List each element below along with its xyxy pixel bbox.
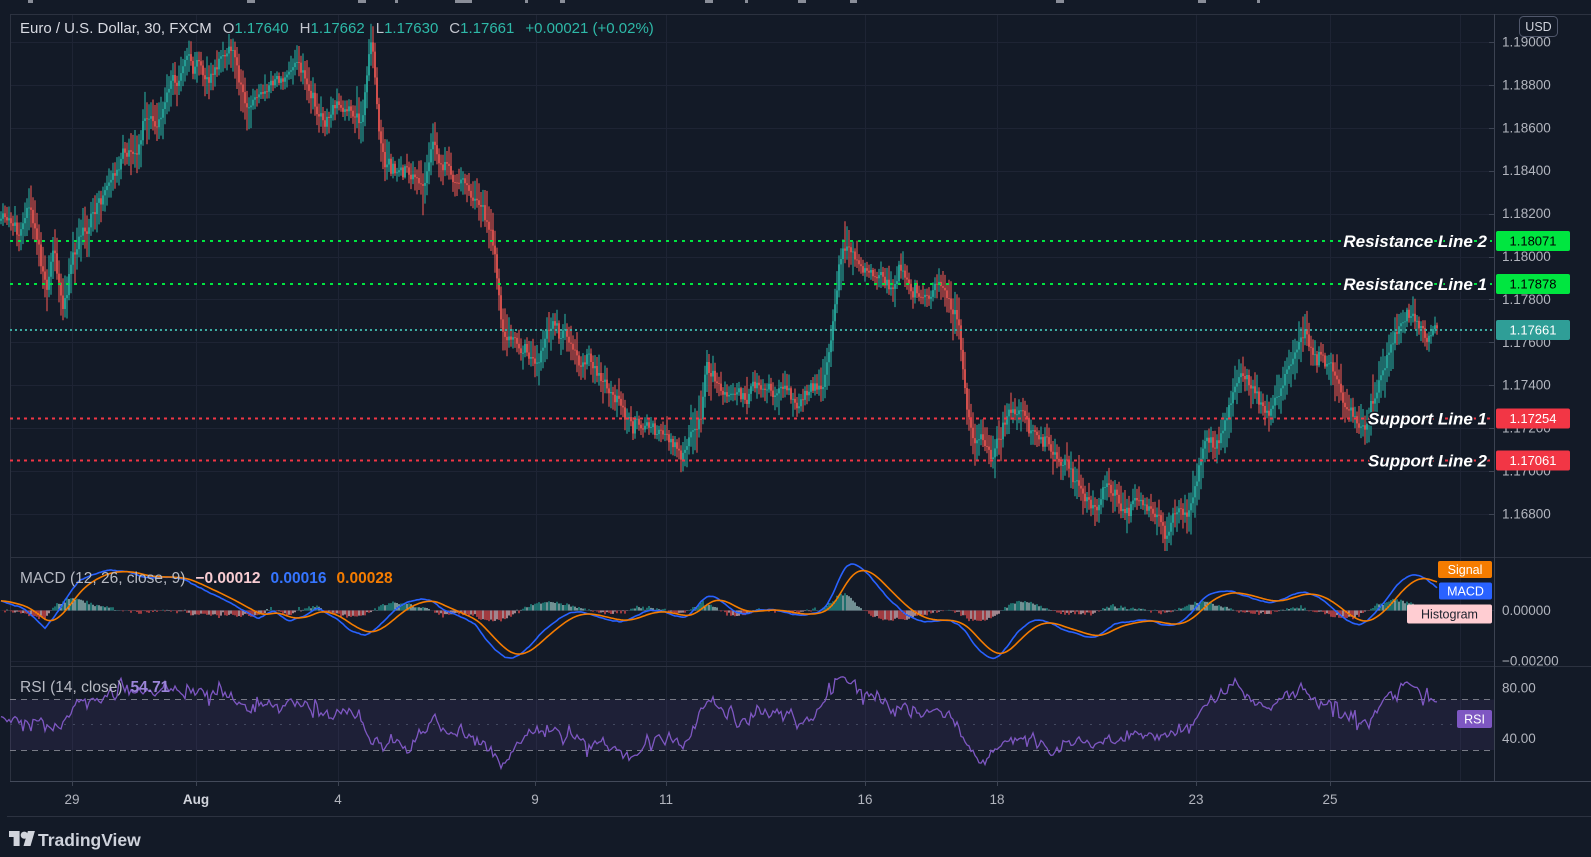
svg-text:0.00000: 0.00000 [1502, 603, 1551, 618]
svg-text:−0.00200: −0.00200 [1502, 654, 1559, 669]
svg-text:Resistance Line 2: Resistance Line 2 [1343, 232, 1487, 251]
svg-text:9: 9 [531, 792, 539, 807]
svg-text:1.17254: 1.17254 [1510, 411, 1557, 426]
svg-text:1.18200: 1.18200 [1502, 206, 1551, 221]
svg-text:16: 16 [857, 792, 872, 807]
svg-text:40.00: 40.00 [1502, 731, 1536, 746]
svg-text:1.17661: 1.17661 [1510, 323, 1557, 338]
svg-text:Histogram: Histogram [1421, 607, 1478, 621]
svg-text:4: 4 [334, 792, 342, 807]
svg-text:RSI (14, close)54.71: RSI (14, close) 54.71 [20, 679, 170, 696]
svg-text:1.18071: 1.18071 [1510, 234, 1557, 249]
svg-text:11: 11 [659, 792, 673, 807]
svg-text:1.17878: 1.17878 [1510, 277, 1557, 292]
svg-text:1.18600: 1.18600 [1502, 120, 1551, 135]
svg-text:USD: USD [1525, 20, 1551, 34]
svg-text:Signal: Signal [1448, 563, 1483, 577]
svg-text:1.17800: 1.17800 [1502, 292, 1551, 307]
svg-text:18: 18 [989, 792, 1004, 807]
svg-text:RSI: RSI [1464, 712, 1485, 726]
svg-text:Aug: Aug [183, 792, 209, 807]
svg-text:1.16800: 1.16800 [1502, 506, 1551, 521]
svg-text:MACD: MACD [1447, 584, 1484, 598]
svg-text:1.18400: 1.18400 [1502, 163, 1551, 178]
svg-text:1.19000: 1.19000 [1502, 35, 1551, 50]
svg-text:1.18000: 1.18000 [1502, 249, 1551, 264]
svg-text:TradingView: TradingView [38, 830, 141, 850]
svg-text:MACD (12, 26, close, 9)−0.0001: MACD (12, 26, close, 9) −0.00012 0.00016 0.… [20, 570, 393, 587]
svg-text:1.18800: 1.18800 [1502, 77, 1551, 92]
svg-text:1.17400: 1.17400 [1502, 378, 1551, 393]
svg-text:Support Line 2: Support Line 2 [1368, 452, 1488, 471]
svg-text:1.17061: 1.17061 [1510, 453, 1557, 468]
svg-text:80.00: 80.00 [1502, 681, 1536, 696]
svg-text:Support Line 1: Support Line 1 [1368, 410, 1487, 429]
svg-text:23: 23 [1188, 792, 1203, 807]
svg-text:29: 29 [64, 792, 79, 807]
svg-text:25: 25 [1322, 792, 1337, 807]
svg-text:Resistance Line 1: Resistance Line 1 [1343, 275, 1487, 294]
